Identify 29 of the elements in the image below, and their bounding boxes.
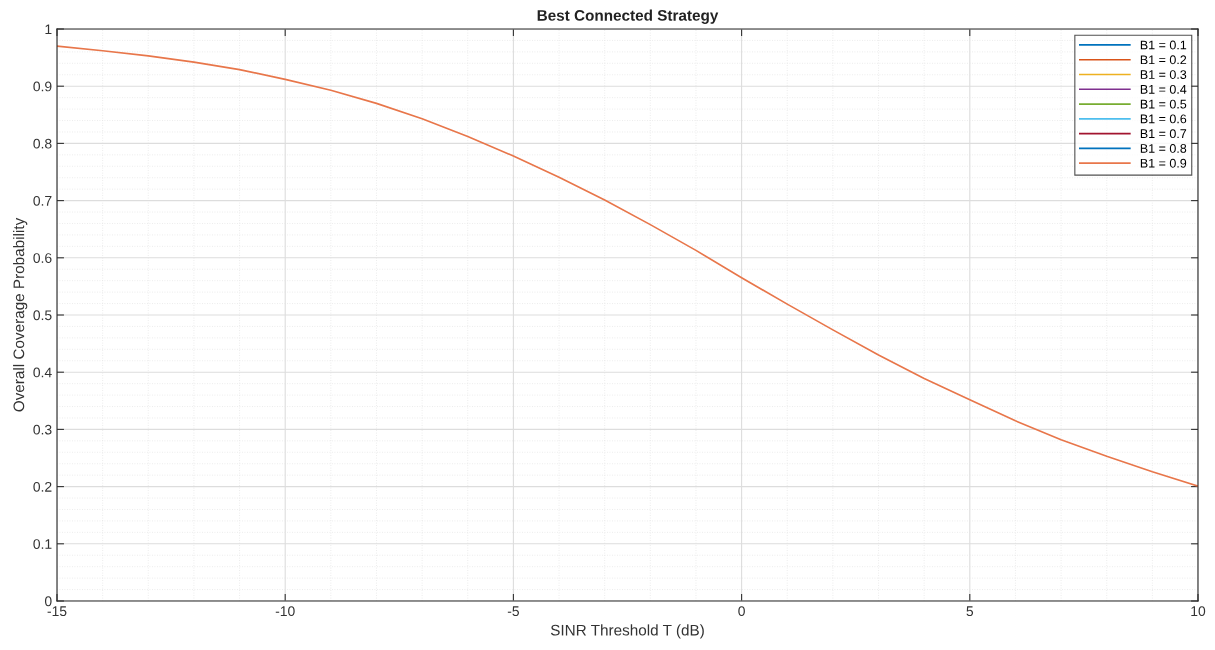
y-tick-label: 0 [44, 596, 52, 607]
x-tick-label: 0 [738, 606, 745, 617]
y-tick-label: 1 [45, 24, 52, 35]
legend-label: B1 = 0.5 [1140, 99, 1187, 109]
legend-label: B1 = 0.6 [1140, 114, 1187, 124]
y-axis-title: Overall Coverage Probability [13, 217, 28, 412]
legend-label: B1 = 0.7 [1140, 129, 1187, 139]
legend-label: B1 = 0.3 [1140, 70, 1187, 79]
x-axis-title: SINR Threshold T (dB) [550, 624, 704, 639]
legend-label: B1 = 0.9 [1140, 158, 1187, 168]
y-tick-label: 0.6 [33, 253, 52, 263]
x-tick-label: -10 [275, 606, 295, 617]
y-tick-label: 0.7 [33, 195, 52, 206]
x-tick-label: -15 [47, 606, 67, 617]
y-tick-label: 0.2 [33, 481, 52, 492]
x-tick-label: 10 [1191, 606, 1206, 617]
x-tick-label: 5 [966, 606, 974, 617]
legend-label: B1 = 0.1 [1140, 40, 1187, 50]
y-tick-label: 0.4 [33, 367, 52, 378]
legend-label: B1 = 0.2 [1140, 55, 1187, 65]
y-tick-label: 0.9 [33, 81, 52, 92]
legend-label: B1 = 0.8 [1140, 144, 1187, 153]
y-tick-label: 0.1 [33, 539, 52, 549]
y-tick-label: 0.5 [33, 310, 52, 321]
x-tick-label: -5 [507, 606, 519, 617]
y-tick-label: 0.8 [33, 138, 52, 149]
chart-title: Best Connected Strategy [537, 9, 719, 24]
y-tick-label: 0.3 [33, 424, 52, 435]
legend-label: B1 = 0.4 [1140, 84, 1187, 94]
